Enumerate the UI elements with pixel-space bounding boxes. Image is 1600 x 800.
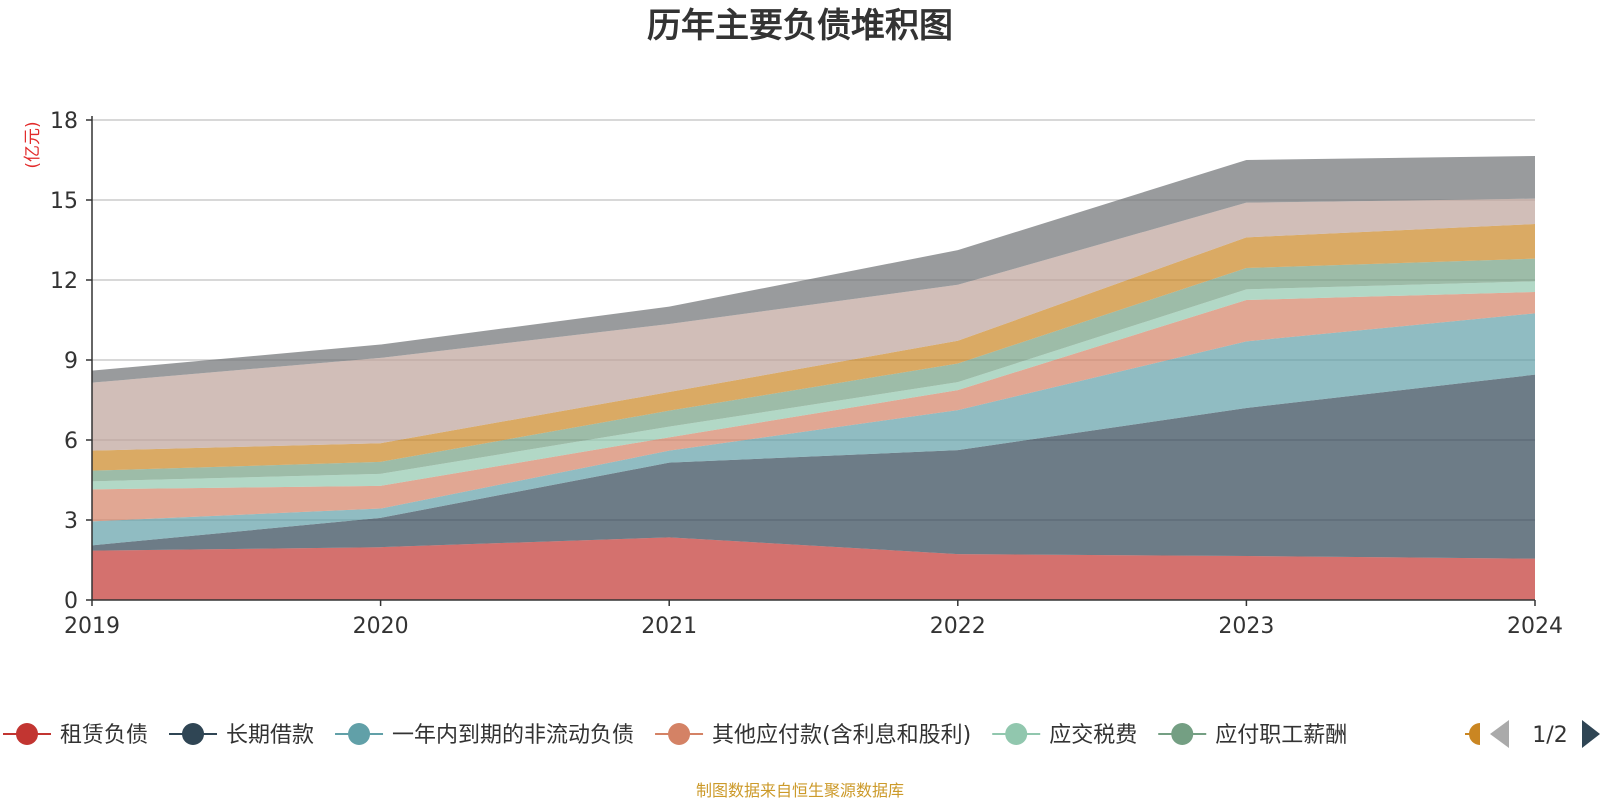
legend-circle-icon [1005, 723, 1028, 745]
legend-circle-icon [348, 723, 371, 745]
triangle-right-icon[interactable] [1582, 720, 1600, 748]
y-tick-label-12: 12 [50, 269, 78, 294]
area-series-1 [92, 537, 1535, 600]
area-series-7 [92, 224, 1535, 471]
area-series-3 [92, 313, 1535, 546]
area-series-9 [92, 156, 1535, 383]
x-tick-label-2022: 2022 [930, 614, 986, 639]
legend-page-indicator: 1/2 [1532, 723, 1567, 748]
legend-circle-icon [1171, 723, 1194, 745]
legend-label: 其他应付款(含利息和股利) [712, 723, 971, 748]
y-axis-unit-label: (亿元) [23, 121, 43, 168]
area-series-6 [92, 258, 1535, 482]
y-tick-label-18: 18 [50, 109, 78, 134]
area-series-8 [92, 198, 1535, 451]
x-tick-label-2023: 2023 [1218, 614, 1274, 639]
y-tick-label-0: 0 [64, 589, 78, 614]
legend-item-1[interactable]: 租赁负债 [3, 723, 148, 748]
area-series-4 [92, 292, 1535, 522]
legend-label: 一年内到期的非流动负债 [392, 723, 634, 748]
legend-item-6[interactable]: 应付职工薪酬 [1158, 723, 1347, 748]
legend-item-3[interactable]: 一年内到期的非流动负债 [335, 723, 634, 748]
legend-label: 长期借款 [226, 723, 314, 748]
legend-circle-icon [182, 723, 205, 745]
legend-circle-icon [16, 723, 38, 745]
area-series-2 [92, 374, 1535, 559]
legend: 租赁负债 长期借款 一年内到期的非流动负债 其他应付款(含利息和股利) 应交税费 应付职工… [3, 720, 1600, 748]
data-source-note: 制图数据来自恒生聚源数据库 [696, 781, 904, 800]
legend-item-5[interactable]: 应交税费 [992, 723, 1137, 748]
y-tick-label-6: 6 [64, 429, 78, 454]
x-tick-label-2024: 2024 [1507, 614, 1563, 639]
y-tick-label-3: 3 [64, 509, 78, 534]
x-tick-label-2021: 2021 [641, 614, 697, 639]
axes: 0 3 6 9 12 15 18 2019 2020 2021 2022 2023 2024 [50, 109, 1563, 639]
legend-item-2[interactable]: 长期借款 [169, 723, 314, 748]
legend-circle-icon [668, 723, 691, 745]
x-tick-label-2019: 2019 [64, 614, 120, 639]
legend-item-4[interactable]: 其他应付款(含利息和股利) [655, 723, 971, 748]
x-tick-label-2020: 2020 [353, 614, 409, 639]
y-tick-label-9: 9 [64, 349, 78, 374]
legend-label: 应付职工薪酬 [1215, 723, 1347, 748]
area-series-layer [92, 156, 1535, 600]
legend-truncated-circle-icon [1469, 723, 1480, 745]
triangle-left-icon[interactable] [1490, 720, 1509, 748]
chart-title: 历年主要负债堆积图 [647, 6, 953, 46]
legend-label: 租赁负债 [60, 723, 148, 748]
y-tick-label-15: 15 [50, 189, 78, 214]
legend-label: 应交税费 [1049, 723, 1137, 748]
